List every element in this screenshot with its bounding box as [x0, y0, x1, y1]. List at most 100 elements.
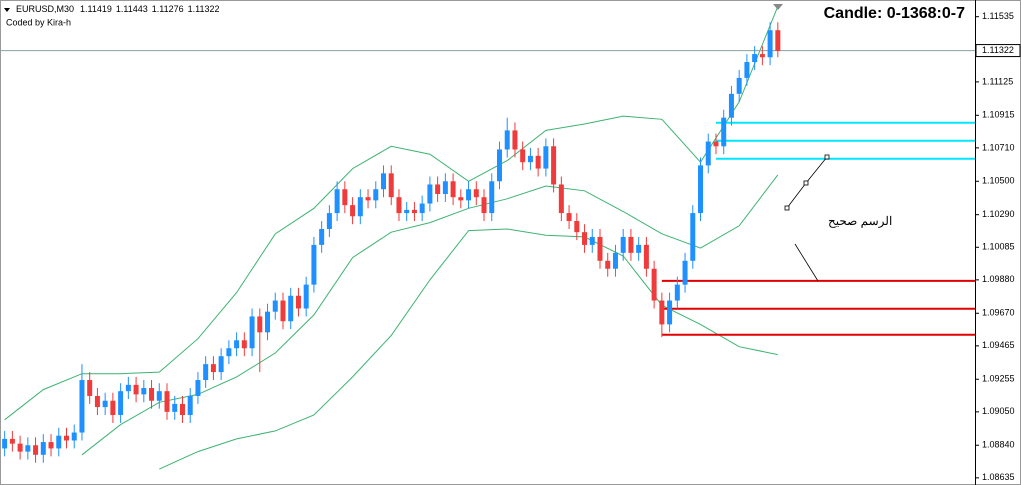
y-tick-label: 1.10500: [982, 176, 1015, 186]
candle-body: [520, 149, 526, 163]
candle-body: [110, 400, 116, 416]
candle-body: [187, 395, 193, 416]
candle-body: [388, 173, 394, 198]
candle-body: [435, 184, 441, 194]
candle-body: [40, 442, 46, 455]
candle-body: [319, 228, 325, 245]
candle-body: [241, 340, 247, 349]
candle-body: [713, 141, 719, 147]
candle-body: [357, 197, 363, 217]
y-tick-label: 1.10290: [982, 209, 1015, 219]
candle-body: [659, 300, 665, 325]
candle-body: [721, 117, 727, 147]
header-value: 1.11276: [152, 4, 184, 14]
plot: [0, 6, 975, 470]
candle-body: [272, 300, 278, 312]
candle-body: [218, 356, 224, 373]
candle-body: [728, 93, 734, 118]
header-value: 1.11322: [188, 4, 220, 14]
header-value: 1.11443: [116, 4, 148, 14]
candle-body: [450, 181, 456, 198]
band-line: [4, 6, 779, 421]
candle-body: [381, 173, 387, 190]
candle-body: [698, 165, 704, 214]
candle-body: [736, 77, 742, 94]
candle-body: [334, 189, 340, 214]
y-tick-label: 1.10710: [982, 142, 1015, 152]
candle-body: [118, 391, 124, 416]
candle-body: [466, 189, 472, 201]
candle-body: [643, 244, 649, 269]
candle-body: [504, 130, 510, 150]
menu-triangle: [4, 8, 10, 12]
candle-body: [512, 130, 518, 150]
candle-body: [767, 30, 773, 58]
candle-body: [141, 388, 147, 395]
candle-body: [56, 435, 62, 449]
candle-body: [543, 146, 549, 169]
candle-body: [156, 391, 162, 401]
candle-body: [667, 300, 673, 325]
y-tick-label: 1.08840: [982, 440, 1015, 450]
header-value: 1.11419: [80, 4, 112, 14]
y-tick-label: 1.09050: [982, 406, 1015, 416]
candle-body: [489, 181, 495, 214]
candle-body: [442, 181, 448, 194]
header: EURUSD,M30 1.11419 1.11443 1.11276 1.11322: [16, 4, 220, 14]
candle-body: [63, 435, 69, 441]
candle-body: [9, 438, 15, 444]
candle-body: [620, 236, 626, 253]
candle-body: [350, 205, 356, 217]
y-tick-label: 1.09880: [982, 274, 1015, 284]
candle-body: [473, 189, 479, 198]
candle-body: [744, 62, 750, 78]
candle-body: [775, 30, 781, 51]
candle-body: [79, 380, 85, 433]
candle-body: [651, 268, 657, 301]
current-price-box: [975, 44, 1021, 58]
candle-body: [496, 149, 502, 182]
candle-body: [396, 197, 402, 214]
candle-body: [125, 384, 131, 392]
chart-title: Candle: 0-1368:0-7: [824, 5, 965, 22]
candle-body: [589, 236, 595, 245]
candle-body: [481, 197, 487, 214]
candle-body: [404, 209, 410, 214]
candle-body: [265, 311, 271, 333]
candle-body: [203, 364, 209, 381]
candle-body: [674, 284, 680, 301]
candle-body: [342, 189, 348, 206]
anchor: [784, 205, 790, 211]
candle-body: [94, 395, 100, 408]
candle-body: [551, 146, 557, 185]
candle-body: [71, 432, 77, 441]
candle-body: [690, 213, 696, 261]
y-tick-label: 1.11535: [982, 11, 1014, 21]
candle-body: [612, 252, 618, 269]
candle-body: [419, 203, 425, 214]
candle-body: [149, 388, 155, 401]
candle-body: [636, 244, 642, 253]
candle-body: [597, 236, 603, 261]
candle-body: [705, 141, 711, 166]
candle-body: [2, 438, 8, 449]
band-line: [159, 228, 778, 470]
current-price-label: 1.11322: [982, 45, 1014, 55]
y-tick-label: 1.08635: [982, 472, 1015, 482]
candle-body: [365, 197, 371, 201]
candle-body: [25, 445, 31, 452]
candle-body: [164, 391, 170, 412]
candle-body: [87, 380, 93, 396]
candle-body: [33, 445, 39, 455]
y-tick-label: 1.09670: [982, 308, 1015, 318]
candle-body: [326, 213, 332, 229]
y-tick-label: 1.10915: [982, 110, 1015, 120]
candle-body: [759, 54, 765, 58]
annotation-pointer: [794, 243, 819, 282]
candle-body: [195, 380, 201, 396]
candle-body: [179, 403, 185, 416]
candle-body: [172, 403, 178, 412]
candle-body: [133, 384, 139, 395]
